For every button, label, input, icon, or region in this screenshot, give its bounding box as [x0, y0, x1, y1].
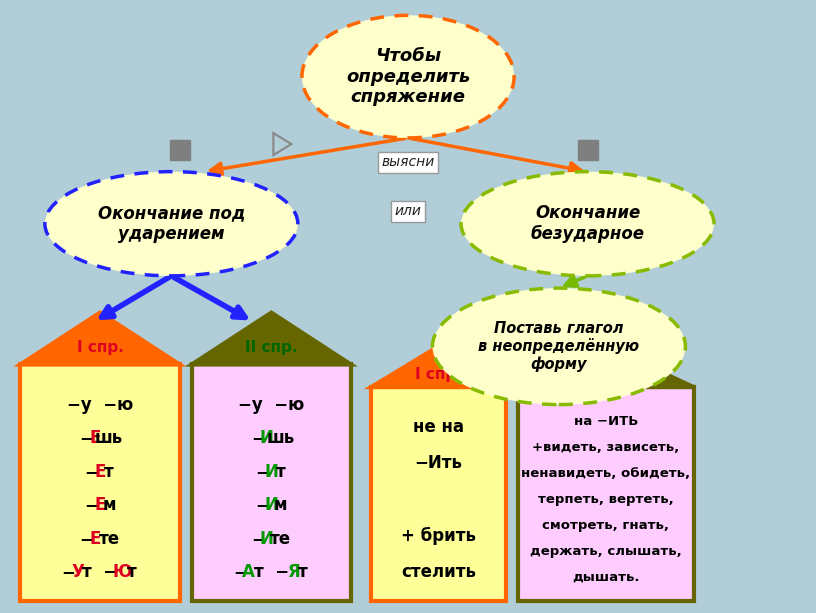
Text: те: те: [99, 530, 119, 548]
Text: Чтобы
определить
спряжение: Чтобы определить спряжение: [346, 47, 470, 107]
Text: II спр.: II спр.: [579, 367, 632, 381]
Text: т  −: т −: [254, 563, 289, 581]
Text: на −ИТЬ: на −ИТЬ: [574, 415, 638, 428]
Text: Я: Я: [287, 563, 300, 581]
Text: Окончание
безударное: Окончание безударное: [530, 204, 645, 243]
Polygon shape: [20, 313, 180, 365]
Polygon shape: [518, 346, 694, 387]
Text: Окончание под
ударением: Окончание под ударением: [98, 204, 245, 243]
Text: шь: шь: [266, 429, 295, 447]
Text: −: −: [84, 497, 98, 514]
Text: не на: не на: [413, 417, 464, 436]
Text: Е: Е: [95, 463, 105, 481]
Text: И: И: [259, 530, 273, 548]
Text: −: −: [255, 463, 269, 481]
Text: т: т: [276, 463, 286, 481]
Text: −: −: [255, 497, 269, 514]
Text: держать, слышать,: держать, слышать,: [530, 544, 681, 558]
Bar: [192, 365, 351, 601]
Polygon shape: [371, 346, 506, 387]
Text: м: м: [273, 497, 287, 514]
Text: дышать.: дышать.: [572, 571, 640, 584]
Text: Е: Е: [95, 497, 105, 514]
Bar: [371, 387, 506, 601]
Text: Ю: Ю: [113, 563, 132, 581]
Ellipse shape: [302, 15, 514, 138]
Text: ненавидеть, обидеть,: ненавидеть, обидеть,: [521, 466, 690, 480]
Text: I спр.: I спр.: [77, 340, 123, 356]
Text: У: У: [71, 563, 84, 581]
Text: Е: Е: [90, 530, 101, 548]
Text: −: −: [79, 429, 93, 447]
Text: +видеть, зависеть,: +видеть, зависеть,: [532, 441, 680, 454]
Text: смотреть, гнать,: смотреть, гнать,: [543, 519, 669, 531]
Ellipse shape: [45, 172, 298, 276]
Text: −: −: [79, 530, 93, 548]
Text: −: −: [61, 563, 75, 581]
Text: −: −: [84, 463, 98, 481]
Text: −у  −ю: −у −ю: [238, 396, 304, 414]
Text: И: И: [264, 463, 278, 481]
Text: т: т: [298, 563, 308, 581]
Text: т: т: [126, 563, 136, 581]
Text: И: И: [264, 497, 278, 514]
Bar: [20, 365, 180, 601]
Text: II спр.: II спр.: [245, 340, 298, 356]
Ellipse shape: [461, 172, 714, 276]
Text: стелить: стелить: [401, 563, 476, 581]
Text: терпеть, вертеть,: терпеть, вертеть,: [538, 493, 674, 506]
Text: −у  −ю: −у −ю: [67, 396, 133, 414]
Text: −: −: [251, 530, 264, 548]
Bar: [518, 387, 694, 601]
Text: −: −: [233, 563, 246, 581]
Text: А: А: [242, 563, 255, 581]
Text: I спр.: I спр.: [415, 367, 462, 381]
Text: −: −: [251, 429, 264, 447]
Text: Е: Е: [90, 429, 101, 447]
Text: И: И: [259, 429, 273, 447]
Text: т  −: т −: [82, 563, 118, 581]
Ellipse shape: [432, 288, 685, 405]
Text: шь: шь: [95, 429, 123, 447]
Polygon shape: [192, 313, 351, 365]
Text: выясни: выясни: [381, 156, 435, 169]
Text: или: или: [395, 205, 421, 218]
Text: м: м: [102, 497, 116, 514]
Text: те: те: [270, 530, 290, 548]
Text: Поставь глагол
в неопределённую
форму: Поставь глагол в неопределённую форму: [478, 321, 640, 372]
Text: + брить: + брить: [401, 527, 476, 544]
Text: т: т: [104, 463, 114, 481]
Text: −Ить: −Ить: [415, 454, 463, 472]
